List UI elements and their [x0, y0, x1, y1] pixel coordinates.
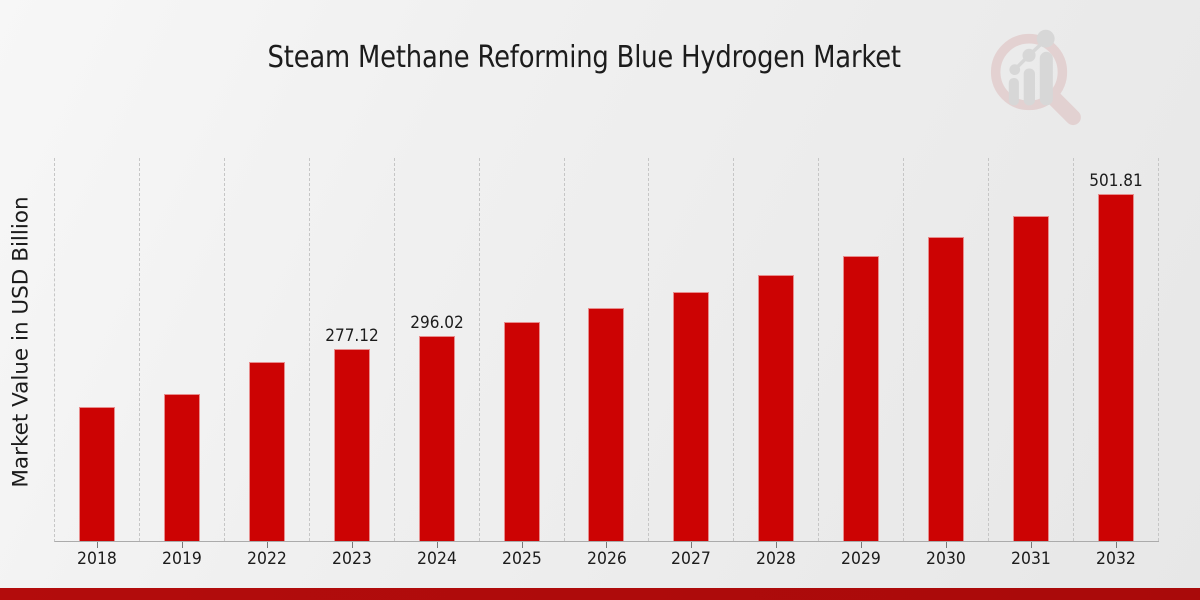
category-cell-2027: 2027 — [649, 158, 735, 569]
logo-bar-tall — [1039, 51, 1053, 106]
category-cell-2023: 277.12 2023 — [310, 158, 395, 569]
bar-2024: 296.02 — [410, 313, 463, 541]
category-cell-2026: 2026 — [565, 158, 650, 569]
bar-2030 — [928, 236, 965, 541]
category-cell-2031: 2031 — [989, 158, 1075, 569]
footer-accent-strip — [0, 588, 1200, 600]
x-axis-label-2027: 2027 — [671, 549, 712, 569]
category-cell-2022: 2022 — [225, 158, 310, 569]
x-axis-label-2030: 2030 — [926, 549, 967, 569]
category-cell-2025: 2025 — [480, 158, 565, 569]
logo-dot-large — [1036, 29, 1055, 48]
category-cell-2018: 2018 — [55, 158, 140, 569]
x-axis-label-2025: 2025 — [501, 549, 542, 569]
x-axis-label-2032: 2032 — [1096, 549, 1136, 569]
bar-2029 — [843, 256, 880, 541]
bar-2018 — [78, 407, 115, 541]
bar-2028 — [758, 274, 795, 541]
bar-2031 — [1013, 216, 1050, 541]
plot-area: 2018 2019 2022 277.12 2023 296.02 2024 2025 2026… — [54, 158, 1159, 569]
x-axis-label-2031: 2031 — [1011, 549, 1052, 569]
x-axis-label-2028: 2028 — [756, 549, 797, 569]
x-axis-tick-2022 — [266, 542, 268, 548]
category-cell-2029: 2029 — [819, 158, 905, 569]
x-axis-label-2026: 2026 — [586, 549, 627, 569]
x-axis-tick-2032 — [1116, 542, 1118, 548]
bar-2019 — [163, 394, 200, 541]
chart-title-text: Steam Methane Reforming Blue Hydrogen Ma… — [267, 40, 901, 75]
x-axis-label-2029: 2029 — [841, 549, 882, 569]
category-cell-2019: 2019 — [140, 158, 225, 569]
x-axis-tick-2024 — [436, 542, 438, 548]
chart-title: Steam Methane Reforming Blue Hydrogen Ma… — [0, 40, 1200, 75]
x-axis-tick-2026 — [606, 542, 608, 548]
x-axis-tick-2029 — [861, 542, 863, 548]
magnifier-bar-chart-logo-icon — [975, 22, 1095, 134]
category-cell-2030: 2030 — [904, 158, 990, 569]
x-axis-tick-2028 — [776, 542, 778, 548]
bar-2022 — [248, 361, 285, 541]
bar-2027 — [673, 291, 710, 541]
category-cell-2028: 2028 — [734, 158, 820, 569]
x-axis-tick-2030 — [946, 542, 948, 548]
magnifier-handle — [1046, 90, 1081, 126]
logo-dot-medium — [1022, 48, 1036, 62]
data-label-2032: 501.81 — [1089, 171, 1143, 192]
x-axis-label-2018: 2018 — [77, 549, 117, 569]
x-axis-tick-2023 — [351, 542, 353, 548]
x-axis-label-2024: 2024 — [416, 549, 457, 569]
x-axis-label-2023: 2023 — [331, 549, 372, 569]
y-axis-label: Market Value in USD Billion — [8, 196, 34, 488]
x-axis-tick-2027 — [691, 542, 693, 548]
bar-2023: 277.12 — [325, 326, 378, 541]
logo-bar-small — [1008, 78, 1019, 106]
x-axis-tick-2018 — [96, 542, 98, 548]
x-axis-label-2019: 2019 — [161, 549, 202, 569]
data-label-2024: 296.02 — [409, 313, 464, 334]
category-cell-2032: 501.81 2032 — [1074, 158, 1159, 569]
bar-2026 — [588, 307, 625, 541]
bar-2032: 501.81 — [1089, 171, 1143, 541]
x-axis-tick-2019 — [181, 542, 183, 548]
x-axis-tick-2031 — [1031, 542, 1033, 548]
data-label-2023: 277.12 — [324, 326, 379, 347]
category-cell-2024: 296.02 2024 — [395, 158, 480, 569]
bar-2025 — [503, 322, 540, 541]
logo-bar-medium — [1023, 68, 1035, 106]
x-axis-tick-2025 — [521, 542, 523, 548]
x-axis-label-2022: 2022 — [246, 549, 287, 569]
logo-dot-small — [1009, 64, 1021, 76]
